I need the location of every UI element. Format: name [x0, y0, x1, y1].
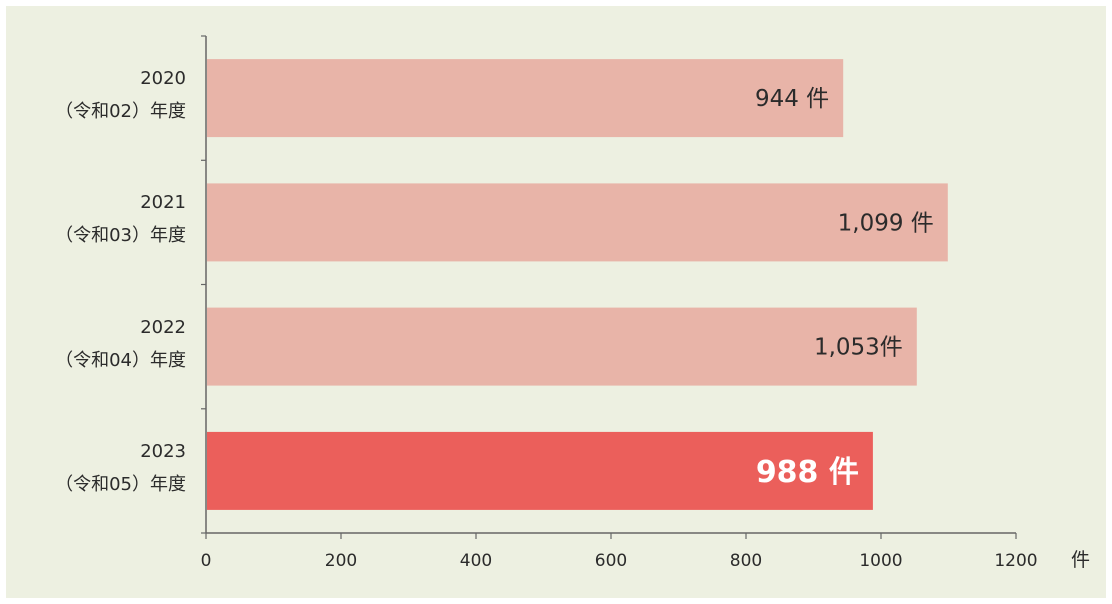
bar-3 [207, 431, 873, 510]
category-era: （令和02）年度 [55, 101, 186, 123]
bar-0 [207, 59, 844, 138]
data-label-0: 944 件 [755, 86, 829, 112]
category-year: 2020 [140, 68, 186, 90]
bar-1 [207, 183, 948, 262]
x-tick-label-4: 800 [730, 551, 762, 571]
chart-panel: 2020 （令和02）年度 2021 （令和03）年度 2022 （令和04）年度 2023… [6, 6, 1106, 598]
x-tick-label-0: 0 [201, 551, 212, 571]
x-tick-label-2: 400 [460, 551, 492, 571]
x-tick-label-6: 1200 [994, 551, 1037, 571]
category-year: 2021 [140, 192, 186, 214]
data-label-1: 1,099 件 [838, 210, 934, 236]
category-year: 2023 [140, 440, 186, 462]
bar-2 [207, 307, 917, 386]
bar-chart: 944 件 1,099 件 1,053件 988 件 0 200 400 600 800 1000… [201, 35, 1090, 571]
data-label-2: 1,053件 [814, 335, 903, 361]
x-unit-label: 件 [1071, 549, 1090, 571]
x-tick-label-3: 600 [595, 551, 627, 571]
category-label-3: 2023 （令和05）年度 [6, 435, 186, 501]
category-era: （令和05）年度 [55, 473, 186, 495]
category-label-2: 2022 （令和04）年度 [6, 311, 186, 377]
category-label-1: 2021 （令和03）年度 [6, 186, 186, 252]
x-tick-label-5: 1000 [859, 551, 902, 571]
category-label-0: 2020 （令和02）年度 [6, 62, 186, 128]
x-tick-label-1: 200 [325, 551, 357, 571]
category-year: 2022 [140, 316, 186, 338]
data-label-3: 988 件 [756, 455, 859, 490]
category-era: （令和04）年度 [55, 349, 186, 371]
category-era: （令和03）年度 [55, 225, 186, 247]
